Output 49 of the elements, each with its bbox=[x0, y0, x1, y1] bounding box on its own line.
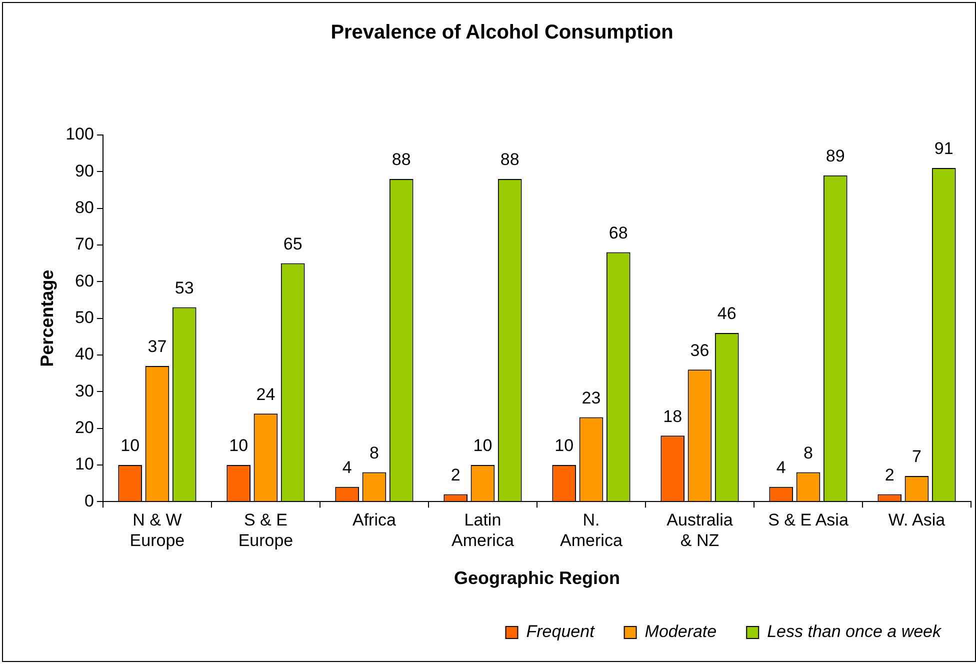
x-axis-title: Geographic Region bbox=[454, 568, 620, 588]
y-tick-label: 40 bbox=[75, 344, 94, 364]
x-tick-label: S & E Asia bbox=[768, 510, 849, 530]
legend-label: Less than once a week bbox=[767, 622, 942, 642]
x-tick-label: Latin America bbox=[452, 510, 514, 550]
data-label: 4 bbox=[776, 458, 786, 478]
data-label: 4 bbox=[342, 458, 352, 478]
x-tick-label: Africa bbox=[352, 510, 396, 530]
y-tick-label: 0 bbox=[84, 491, 94, 510]
x-tick-label: N & W Europe bbox=[130, 510, 185, 550]
x-tick-label: N. America bbox=[560, 510, 623, 550]
data-label: 89 bbox=[826, 146, 845, 166]
chart-title: Prevalence of Alcohol Consumption bbox=[330, 22, 674, 44]
data-label: 88 bbox=[392, 150, 411, 170]
y-tick-label: 100 bbox=[66, 124, 94, 144]
data-label: 10 bbox=[229, 436, 248, 456]
data-label: 2 bbox=[884, 465, 894, 484]
data-label: 36 bbox=[690, 340, 710, 360]
data-label: 10 bbox=[473, 436, 492, 456]
data-label: 46 bbox=[717, 304, 736, 324]
data-label: 68 bbox=[608, 224, 628, 242]
y-tick-label: 60 bbox=[75, 271, 94, 290]
y-tick-label: 50 bbox=[75, 308, 94, 327]
x-tick-label: Australia & NZ bbox=[666, 510, 734, 550]
y-tick-label: 80 bbox=[75, 198, 94, 218]
y-tick-label: 70 bbox=[75, 234, 94, 254]
data-label: 7 bbox=[912, 447, 922, 466]
data-label: 24 bbox=[256, 384, 276, 404]
data-label: 8 bbox=[369, 443, 379, 462]
data-label: 18 bbox=[663, 406, 682, 426]
data-label: 91 bbox=[934, 139, 954, 158]
data-label: 2 bbox=[450, 465, 460, 484]
y-tick-label: 30 bbox=[75, 381, 94, 400]
y-axis-title: Percentage bbox=[36, 270, 57, 367]
x-tick-label: S & E Europe bbox=[238, 510, 294, 550]
data-label: 10 bbox=[554, 436, 574, 456]
data-label: 37 bbox=[148, 337, 167, 356]
legend-label: Frequent bbox=[526, 622, 596, 642]
data-label: 10 bbox=[120, 436, 140, 456]
y-tick-label: 10 bbox=[75, 454, 94, 474]
y-tick-label: 20 bbox=[75, 418, 94, 437]
data-label: 8 bbox=[804, 443, 813, 462]
x-tick-label: W. Asia bbox=[888, 510, 946, 530]
y-tick-label: 90 bbox=[75, 161, 94, 180]
legend-label: Moderate bbox=[644, 622, 717, 642]
data-label: 53 bbox=[174, 278, 194, 298]
data-label: 88 bbox=[500, 150, 520, 170]
data-label: 65 bbox=[283, 234, 302, 254]
data-label: 23 bbox=[582, 388, 601, 408]
